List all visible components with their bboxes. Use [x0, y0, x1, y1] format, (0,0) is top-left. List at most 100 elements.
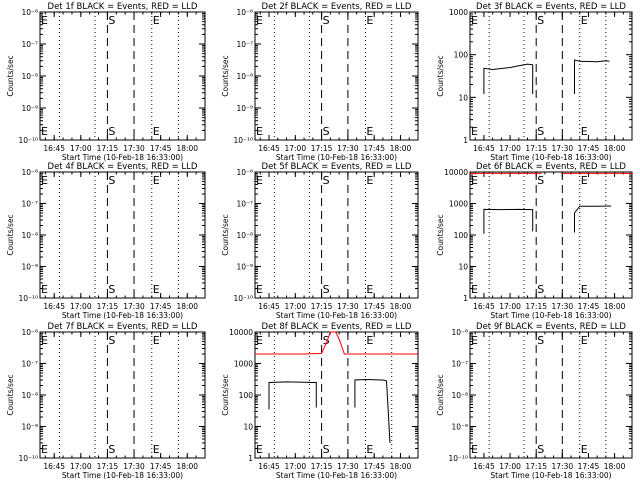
- marker-label-top: E: [581, 334, 588, 347]
- x-tick-label: 17:15: [311, 302, 333, 311]
- marker-label-bottom: S: [323, 283, 330, 296]
- x-tick-label: 17:15: [97, 462, 119, 471]
- panel-title: Det 2f BLACK = Events, RED = LLD: [262, 2, 412, 12]
- marker-label-top: S: [108, 14, 115, 27]
- y-tick-label: 10⁻¹⁰: [18, 294, 38, 303]
- y-tick-label: 10⁻⁷: [21, 40, 38, 49]
- y-axis-label: Counts/sec: [6, 55, 15, 96]
- x-axis-label: Start Time (10-Feb-18 16:33:00): [276, 471, 397, 480]
- panel-det-3: Det 3f BLACK = Events, RED = LLD 1 10 100 10…: [436, 2, 633, 162]
- panel-title: Det 5f BLACK = Events, RED = LLD: [262, 162, 412, 172]
- series-line: [268, 381, 317, 410]
- marker-label-top: E: [256, 174, 263, 187]
- y-tick-label: 1: [463, 294, 468, 303]
- marker-label-bottom: E: [366, 283, 373, 296]
- marker-label-bottom: E: [41, 283, 48, 296]
- x-tick-label: 18:00: [604, 462, 626, 471]
- y-tick-label: 10⁻¹⁰: [18, 136, 38, 145]
- y-axis-label: Counts/sec: [6, 214, 15, 255]
- marker-label-bottom: S: [323, 125, 330, 138]
- x-axis-label: Start Time (10-Feb-18 16:33:00): [490, 153, 611, 162]
- y-axis-label: Counts/sec: [221, 374, 230, 415]
- x-tick-label: 17:45: [363, 302, 385, 311]
- y-tick-label: 10⁻⁸: [21, 72, 38, 81]
- x-tick-label: 18:00: [176, 144, 198, 153]
- marker-label-top: S: [323, 174, 330, 187]
- x-tick-label: 17:45: [363, 462, 385, 471]
- plot-frame: [469, 11, 633, 141]
- plot-frame: [39, 171, 206, 299]
- y-tick-label: 10⁻⁷: [451, 360, 468, 369]
- x-tick-label: 17:00: [70, 462, 92, 471]
- x-tick-label: 18:00: [176, 302, 198, 311]
- panel-title: Det 1f BLACK = Events, RED = LLD: [48, 2, 198, 12]
- panel-det-9: Det 9f BLACK = Events, RED = LLD 10⁻¹⁰ 10⁻…: [436, 322, 633, 480]
- x-tick-label: 17:45: [150, 302, 172, 311]
- marker-label-top: E: [256, 14, 263, 27]
- y-tick-label: 10000: [444, 168, 468, 177]
- x-tick-label: 17:30: [337, 462, 359, 471]
- x-tick-label: 17:45: [363, 144, 385, 153]
- y-tick-label: 10⁻⁷: [236, 200, 253, 209]
- y-tick-label: 10⁻⁸: [236, 231, 253, 240]
- marker-label-top: E: [153, 174, 160, 187]
- panel-title: Det 3f BLACK = Events, RED = LLD: [476, 2, 626, 12]
- y-tick-label: 100: [454, 51, 469, 60]
- x-tick-label: 16:45: [43, 302, 65, 311]
- x-tick-label: 16:45: [473, 144, 495, 153]
- marker-label-bottom: E: [153, 283, 160, 296]
- y-tick-label: 1: [248, 454, 253, 463]
- x-tick-label: 17:45: [150, 144, 172, 153]
- x-tick-label: 17:00: [499, 144, 521, 153]
- marker-label-bottom: E: [41, 443, 48, 456]
- plot-frame: [39, 331, 206, 459]
- x-tick-label: 16:45: [473, 302, 495, 311]
- marker-label-top: S: [537, 174, 544, 187]
- x-tick-label: 17:15: [525, 462, 547, 471]
- x-tick-label: 17:30: [123, 144, 145, 153]
- panel-det-8: Det 8f BLACK = Events, RED = LLD 1 10 100 10…: [221, 322, 419, 480]
- y-tick-label: 10⁻⁸: [451, 391, 468, 400]
- x-tick-label: 17:00: [499, 302, 521, 311]
- marker-label-bottom: E: [471, 443, 478, 456]
- marker-label-bottom: E: [153, 125, 160, 138]
- marker-label-bottom: S: [537, 125, 544, 138]
- marker-label-bottom: S: [323, 443, 330, 456]
- marker-label-bottom: S: [537, 443, 544, 456]
- x-tick-label: 17:00: [284, 462, 306, 471]
- panel-det-6: Det 6f BLACK = Events, RED = LLD 1 10 100 10…: [436, 162, 633, 320]
- x-tick-label: 16:45: [43, 462, 65, 471]
- y-tick-label: 10⁻¹⁰: [233, 294, 253, 303]
- panel-det-7: Det 7f BLACK = Events, RED = LLD 10⁻¹⁰ 10⁻…: [6, 322, 206, 480]
- y-tick-label: 10⁻¹⁰: [233, 136, 253, 145]
- series-line: [574, 59, 610, 94]
- x-tick-label: 16:45: [43, 144, 65, 153]
- marker-label-top: S: [323, 334, 330, 347]
- panel-det-5: Det 5f BLACK = Events, RED = LLD 10⁻¹⁰ 10⁻…: [221, 162, 419, 320]
- marker-label-top: E: [153, 334, 160, 347]
- marker-label-bottom: E: [471, 125, 478, 138]
- y-tick-label: 10: [458, 263, 468, 272]
- x-axis-label: Start Time (10-Feb-18 16:33:00): [62, 153, 183, 162]
- marker-label-top: S: [537, 14, 544, 27]
- marker-label-bottom: E: [581, 443, 588, 456]
- panel-title: Det 4f BLACK = Events, RED = LLD: [48, 162, 198, 172]
- y-tick-label: 1000: [449, 200, 468, 209]
- x-tick-label: 17:00: [70, 302, 92, 311]
- y-tick-label: 10⁻¹⁰: [448, 454, 468, 463]
- marker-label-bottom: E: [41, 125, 48, 138]
- y-tick-label: 10⁻⁸: [21, 391, 38, 400]
- x-tick-label: 17:45: [150, 462, 172, 471]
- panel-title: Det 8f BLACK = Events, RED = LLD: [262, 322, 412, 332]
- marker-label-bottom: E: [153, 443, 160, 456]
- marker-label-top: E: [581, 14, 588, 27]
- marker-label-bottom: E: [366, 443, 373, 456]
- panel-title: Det 9f BLACK = Events, RED = LLD: [476, 322, 626, 332]
- x-tick-label: 18:00: [390, 144, 412, 153]
- x-tick-label: 17:30: [337, 302, 359, 311]
- y-tick-label: 10⁻⁹: [236, 104, 253, 113]
- marker-label-top: S: [537, 334, 544, 347]
- y-tick-label: 10⁻⁷: [21, 360, 38, 369]
- marker-label-bottom: S: [108, 443, 115, 456]
- y-tick-label: 1000: [234, 360, 253, 369]
